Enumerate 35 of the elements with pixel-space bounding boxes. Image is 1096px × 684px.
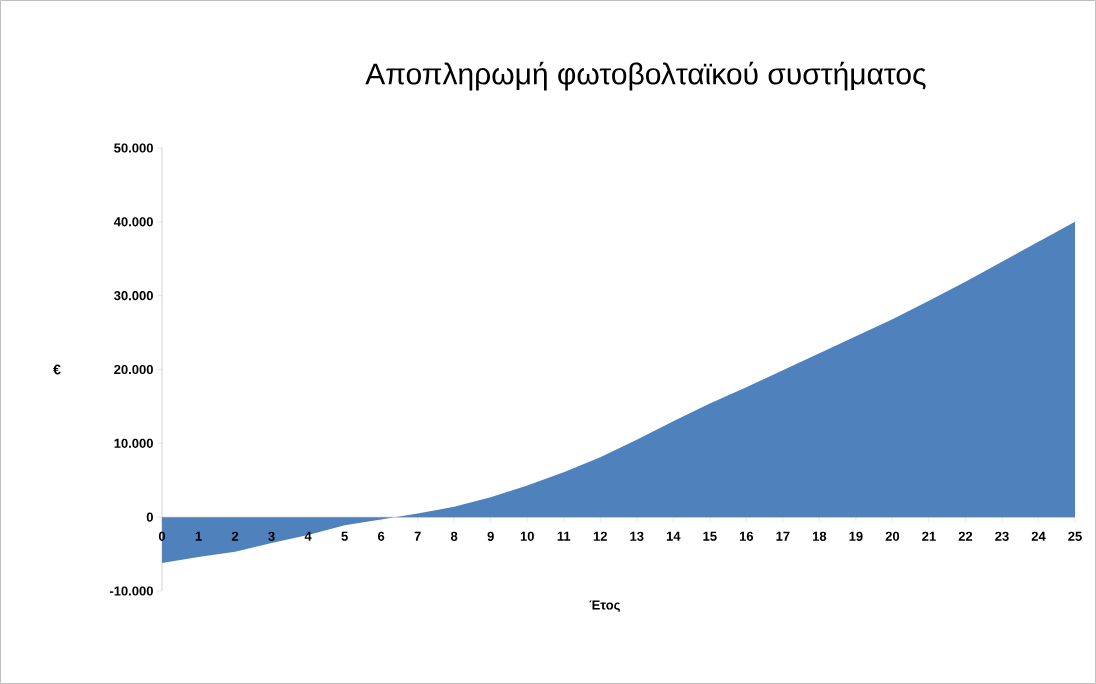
x-tick-label: 9 (487, 531, 494, 541)
x-tick-label: 24 (1031, 531, 1046, 541)
x-tick-label: 17 (776, 531, 790, 541)
x-axis-title: Έτος (589, 600, 620, 613)
x-tick-label: 7 (414, 531, 421, 541)
y-tick-label: 10.000 (114, 438, 153, 448)
y-tick-label: 50.000 (114, 143, 153, 153)
x-tick-label: 3 (268, 531, 275, 541)
y-tick-label: 20.000 (114, 364, 153, 375)
x-tick-label: 2 (231, 531, 239, 541)
x-tick-label: 13 (630, 531, 644, 541)
x-tick-label: 10 (520, 531, 534, 541)
x-tick-label: 18 (812, 531, 827, 541)
x-tick-label: 22 (958, 531, 973, 541)
x-tick-label: 21 (922, 531, 936, 541)
chart-title: Αποπληρωμή φωτοβολταϊκού συστήματος (365, 61, 926, 91)
y-tick-label: 40.000 (113, 217, 153, 227)
x-tick-label: 12 (593, 531, 607, 541)
x-tick-label: 19 (849, 531, 863, 541)
x-tick-label: 5 (341, 531, 348, 541)
x-tick-label: 11 (557, 531, 571, 541)
x-tick-label: 6 (377, 531, 385, 541)
y-tick-label: 30.000 (114, 291, 153, 301)
x-tick-label: 0 (158, 531, 166, 541)
x-tick-label: 15 (703, 531, 717, 541)
x-tick-label: 20 (885, 531, 900, 541)
x-tick-label: 23 (995, 531, 1009, 541)
x-tick-label: 16 (739, 531, 754, 541)
y-axis-title: € (53, 364, 61, 375)
x-tick-label: 8 (450, 531, 458, 541)
y-tick-label: 0 (146, 512, 153, 522)
y-tick-label: -10.000 (109, 586, 153, 596)
x-tick-label: 14 (666, 531, 681, 541)
x-tick-label: 1 (195, 531, 202, 541)
x-tick-label: 25 (1068, 531, 1082, 541)
